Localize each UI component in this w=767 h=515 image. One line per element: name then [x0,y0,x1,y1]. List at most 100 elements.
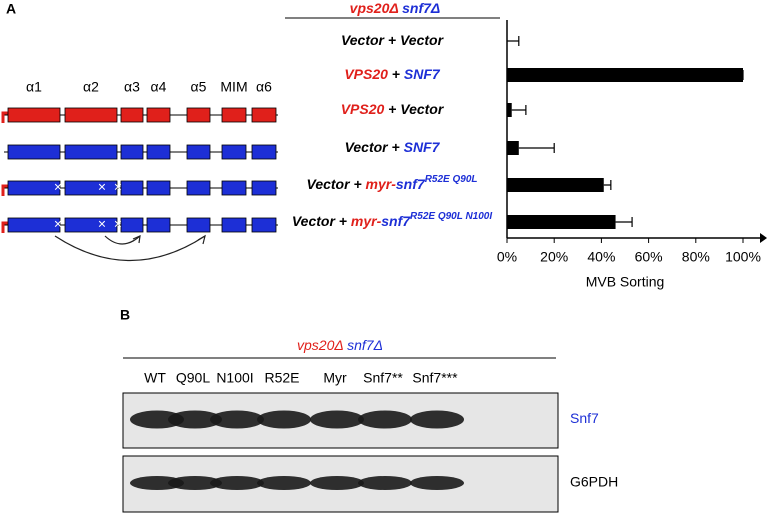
rich-label: VPS20 + SNF7 [344,66,441,82]
label-part: + [384,32,400,48]
band [210,410,264,429]
domain-box [146,217,171,233]
band [168,476,222,490]
rich-label: Vector + myr-snf7R52E Q90L N100I [292,211,492,229]
domain-label: α3 [124,79,140,95]
domain-label: MIM [220,79,247,95]
domain-box [120,107,144,123]
domain-label: α1 [26,79,42,95]
panel-label: B [120,307,130,323]
domain-box [251,107,277,123]
label-part: Vector [400,32,445,48]
band [310,476,364,490]
x-tick-label: 100% [725,249,761,265]
domain-box [146,180,171,196]
bar [507,68,743,82]
rich-label: Vector + Vector [341,32,445,48]
lane-label: Q90L [176,370,210,386]
label-part: Vector [292,213,337,229]
label-part: myr- [366,176,397,192]
panel-label: A [6,1,16,17]
domain-box [221,144,247,160]
domain-box [186,217,211,233]
error-bar [511,105,527,115]
arrow-head [197,234,206,245]
domain-box [7,107,61,123]
domain-label: α5 [191,79,207,95]
label-part: snf7Δ [347,337,383,353]
label-part: Vector [345,139,390,155]
domain-box [221,217,247,233]
domain-label: α4 [151,79,167,95]
lane-label: R52E [264,370,299,386]
lane-label: N100I [216,370,253,386]
label-part: vps20Δ [350,0,399,16]
domain-box [251,180,277,196]
bar [507,215,616,229]
rich-label: vps20Δ snf7Δ [297,337,383,353]
domain-label: α2 [83,79,99,95]
error-bar [615,217,633,227]
rich-label: VPS20 + Vector [341,101,445,117]
x-tick-label: 80% [682,249,710,265]
domain-box [186,107,211,123]
x-tick-label: 0% [497,249,517,265]
arc [54,235,206,262]
myr-anchor [1,111,9,123]
band [257,410,311,429]
domain-label: α6 [256,79,272,95]
mutation: × [98,216,106,232]
label-part: R52E Q90L N100I [410,211,492,222]
domain-box [221,107,247,123]
domain-box [7,180,61,196]
domain-box [120,180,144,196]
label-part: VPS20 [341,101,385,117]
domain-box [186,144,211,160]
error-bar [518,143,555,153]
myr-anchor [1,184,9,196]
band [168,410,222,429]
domain-box [64,144,118,160]
bar [507,103,512,117]
domain-box [146,144,171,160]
label-part: myr- [351,213,382,229]
domain-box [7,144,61,160]
band [358,410,412,429]
band [410,410,464,429]
error-bar [507,36,520,46]
arrow-head [132,235,141,244]
label-part: + [384,101,400,117]
mutation: × [114,216,122,232]
lane-label: WT [144,370,166,386]
label-part: SNF7 [404,66,441,82]
label-part: vps20Δ [297,337,343,353]
domain-box [64,180,118,196]
mutation: × [54,216,62,232]
domain-box [221,180,247,196]
domain-box [251,144,277,160]
arc [104,235,141,245]
domain-box [120,217,144,233]
label-part: + [388,139,404,155]
label-part: + [335,213,351,229]
domain-box [7,217,61,233]
lane-label: Snf7** [363,370,403,386]
band [210,476,264,490]
domain-box [146,107,171,123]
band-label: Snf7 [570,410,599,426]
lane-label: Snf7*** [412,370,458,386]
arcs [54,234,206,262]
myr-anchor [1,221,9,233]
band [410,476,464,490]
domain-box [251,217,277,233]
mutation: × [98,179,106,195]
domain-box [186,180,211,196]
x-tick-label: 60% [635,249,663,265]
label-part: Vector [307,176,352,192]
x-tick-label: 20% [540,249,568,265]
label-part: snf7 [396,176,426,192]
domain-box [64,107,118,123]
label-part: Vector [400,101,445,117]
rich-label: Vector + SNF7 [345,139,441,155]
